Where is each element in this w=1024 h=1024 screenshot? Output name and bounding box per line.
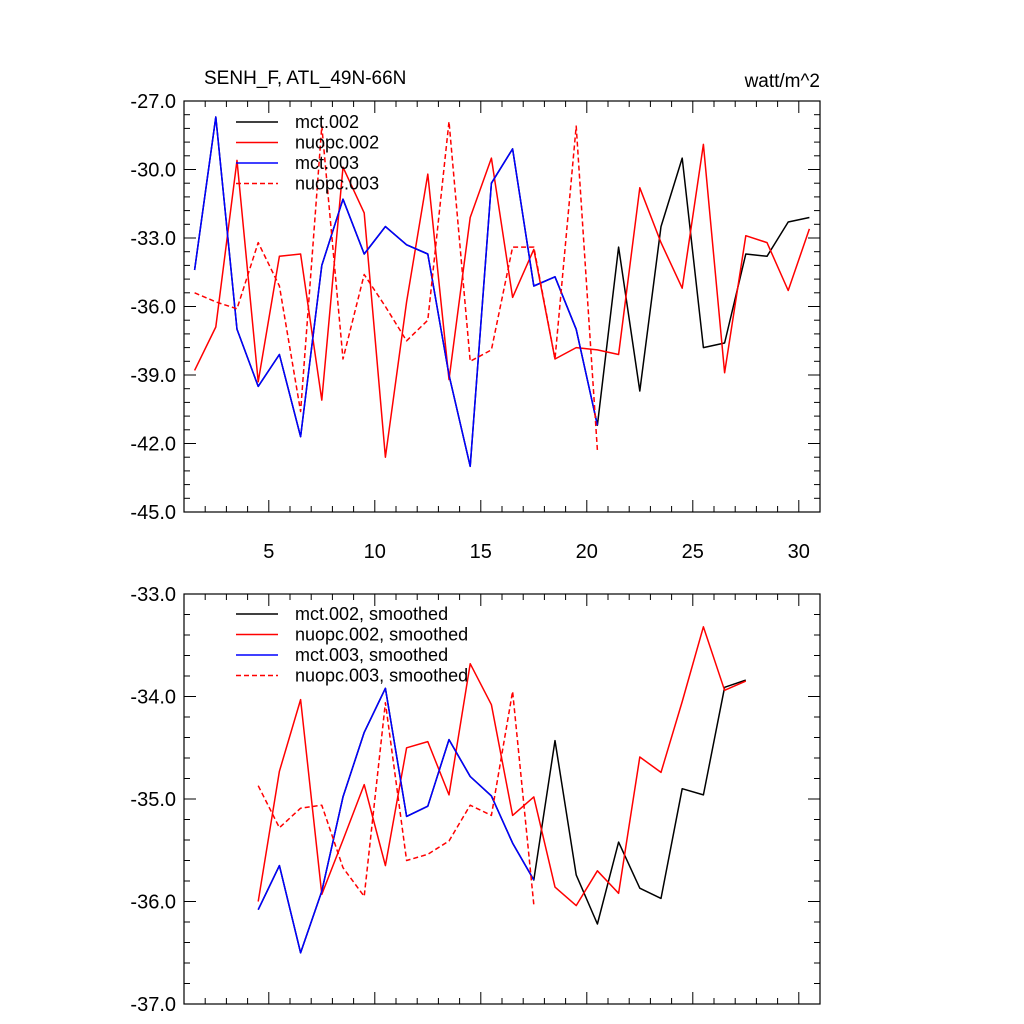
y-tick-label: -45.0	[130, 502, 176, 524]
y-tick-label: -33.0	[130, 584, 176, 606]
chart-panel-bottom: -37.0 -36.0 -35.0 -34.0 -33.0 mct.002, smoot…	[130, 584, 821, 1016]
axis-ticks	[183, 593, 821, 1005]
chart-title: SENH_F, ATL_49N-66N	[204, 68, 406, 89]
legend-label: nuopc.002	[295, 133, 379, 153]
y-tick-label: -36.0	[130, 892, 176, 914]
plot-frame	[183, 593, 821, 1005]
legend-label: nuopc.003, smoothed	[295, 666, 468, 686]
legend-label: mct.003, smoothed	[295, 645, 448, 665]
data-series	[257, 626, 747, 954]
legend-label: nuopc.003	[295, 174, 379, 194]
chart-units: watt/m^2	[744, 71, 820, 92]
y-tick-label: -33.0	[130, 228, 176, 250]
legend-label: mct.002, smoothed	[295, 604, 448, 624]
x-tick-label: 30	[788, 541, 810, 563]
x-tick-labels: 5 10 15 20 25 30	[263, 541, 810, 563]
y-tick-label: -35.0	[130, 789, 176, 811]
x-tick-label: 25	[682, 541, 704, 563]
plot-frame	[183, 100, 821, 513]
x-tick-label: 20	[576, 541, 598, 563]
y-tick-label: -39.0	[130, 365, 176, 387]
y-tick-label: -37.0	[130, 994, 176, 1016]
y-tick-label: -36.0	[130, 297, 176, 319]
y-tick-label: -34.0	[130, 687, 176, 709]
y-tick-label: -30.0	[130, 160, 176, 182]
y-tick-labels: -37.0 -36.0 -35.0 -34.0 -33.0	[130, 584, 176, 1016]
y-tick-labels: -45.0 -42.0 -39.0 -36.0 -33.0 -30.0 -27.0	[130, 91, 176, 524]
legend-label: nuopc.002, smoothed	[295, 625, 468, 645]
series-line-nuopc-003	[194, 120, 599, 451]
legend-label: mct.003	[295, 153, 359, 173]
x-tick-label: 5	[263, 541, 274, 563]
y-tick-label: -42.0	[130, 434, 176, 456]
axis-ticks	[183, 100, 821, 513]
chart-panel-top: SENH_F, ATL_49N-66N watt/m^2 5 10 15 20 25 30…	[130, 68, 821, 563]
series-line-nuopc-003-smoothed	[257, 690, 535, 905]
x-tick-label: 10	[364, 541, 386, 563]
y-tick-label: -27.0	[130, 91, 176, 113]
series-line-nuopc-002	[193, 143, 811, 458]
data-series	[193, 116, 811, 468]
series-line-mct-003-smoothed	[257, 687, 535, 954]
legend-label: mct.002	[295, 112, 359, 132]
series-line-nuopc-002-smoothed	[257, 626, 747, 907]
series-line-mct-003	[193, 116, 599, 468]
series-line-mct-002-smoothed	[257, 679, 747, 954]
x-tick-label: 15	[470, 541, 492, 563]
